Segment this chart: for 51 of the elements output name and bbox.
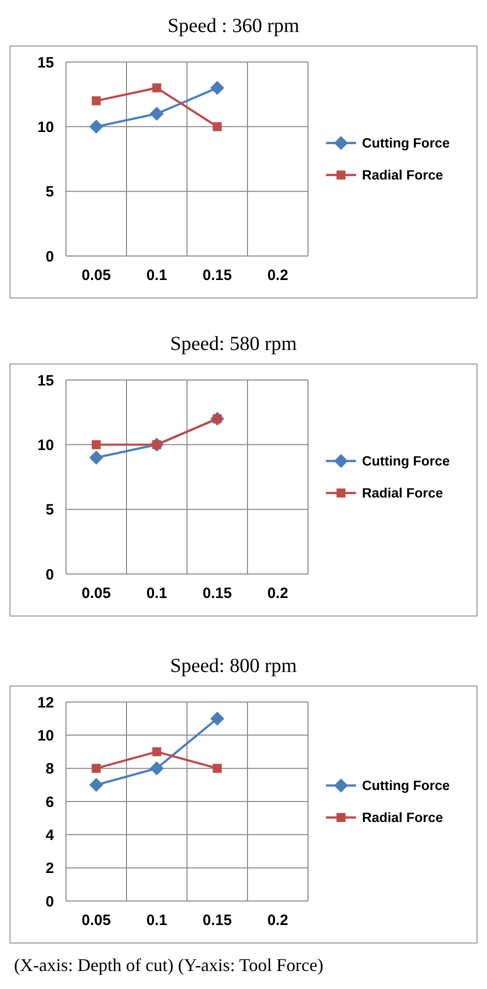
x-tick-label: 0.2 — [267, 912, 288, 929]
y-tick-label: 10 — [37, 436, 54, 454]
point — [92, 440, 101, 450]
point — [89, 778, 104, 792]
y-tick-label: 2 — [46, 860, 54, 878]
legend-label: Radial Force — [362, 486, 444, 501]
chart-title: Speed : 360 rpm — [168, 15, 300, 37]
legend-label: Cutting Force — [362, 454, 450, 469]
x-tick-label: 0.05 — [82, 585, 111, 602]
point — [210, 80, 224, 95]
point — [212, 764, 222, 773]
x-tick-label: 0.15 — [202, 912, 232, 929]
y-tick-label: 0 — [46, 893, 54, 910]
x-tick-label: 0.2 — [267, 267, 288, 284]
y-tick-label: 6 — [46, 794, 54, 811]
x-tick-label: 0.15 — [202, 585, 232, 602]
point — [152, 747, 162, 756]
y-tick-label: 12 — [37, 694, 54, 712]
legend-label: Cutting Force — [362, 778, 450, 794]
x-tick-label: 0.05 — [82, 912, 111, 929]
legend-label: Radial Force — [362, 168, 444, 183]
point — [150, 761, 164, 776]
y-tick-label: 8 — [46, 760, 54, 778]
chart-title: Speed: 800 rpm — [170, 655, 298, 677]
point — [92, 96, 101, 106]
text: (X-axis: Depth of cut) (Y-axis: Tool Force) — [14, 955, 324, 975]
point — [212, 122, 222, 132]
point — [210, 712, 224, 726]
y-tick-label: 10 — [37, 727, 54, 744]
point — [92, 764, 101, 773]
chart-title: Speed: 580 rpm — [170, 333, 298, 355]
x-tick-label: 0.2 — [267, 585, 288, 602]
legend-label: Cutting Force — [362, 136, 450, 151]
y-tick-label: 10 — [37, 118, 54, 136]
point — [150, 106, 164, 121]
point — [152, 83, 162, 92]
x-tick-label: 0.1 — [146, 267, 168, 284]
point — [89, 120, 104, 134]
y-tick-label: 0 — [46, 566, 54, 584]
y-tick-label: 5 — [46, 184, 54, 201]
y-tick-label: 5 — [46, 502, 54, 519]
x-tick-label: 0.1 — [146, 585, 168, 602]
point — [89, 450, 104, 465]
y-tick-label: 15 — [37, 54, 54, 72]
y-tick-label: 4 — [46, 826, 55, 844]
x-tick-label: 0.15 — [202, 267, 232, 284]
x-tick-label: 0.1 — [146, 912, 168, 929]
y-tick-label: 15 — [37, 372, 54, 390]
legend-label: Radial Force — [362, 810, 444, 826]
y-tick-label: 0 — [46, 248, 54, 266]
x-tick-label: 0.05 — [82, 267, 111, 284]
